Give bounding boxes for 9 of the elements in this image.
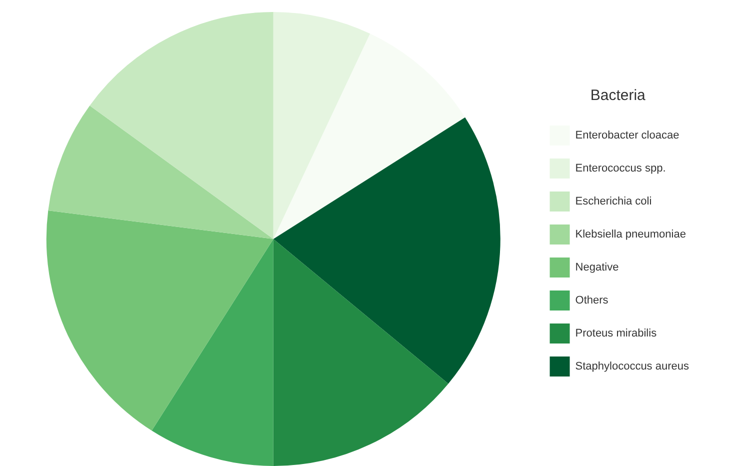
legend-label: Enterococcus spp. — [575, 162, 666, 175]
legend-label: Escherichia coli — [575, 196, 652, 208]
legend-label: Klebsiella pneumoniae — [575, 228, 686, 241]
legend-label: Negative — [575, 262, 619, 274]
legend-label: Staphylococcus aureus — [575, 360, 690, 373]
legend-title: Bacteria — [590, 87, 646, 104]
legend-label: Others — [575, 294, 609, 307]
legend-label: Proteus mirabilis — [575, 328, 658, 340]
legend-label: Enterobacter cloacae — [575, 130, 680, 142]
